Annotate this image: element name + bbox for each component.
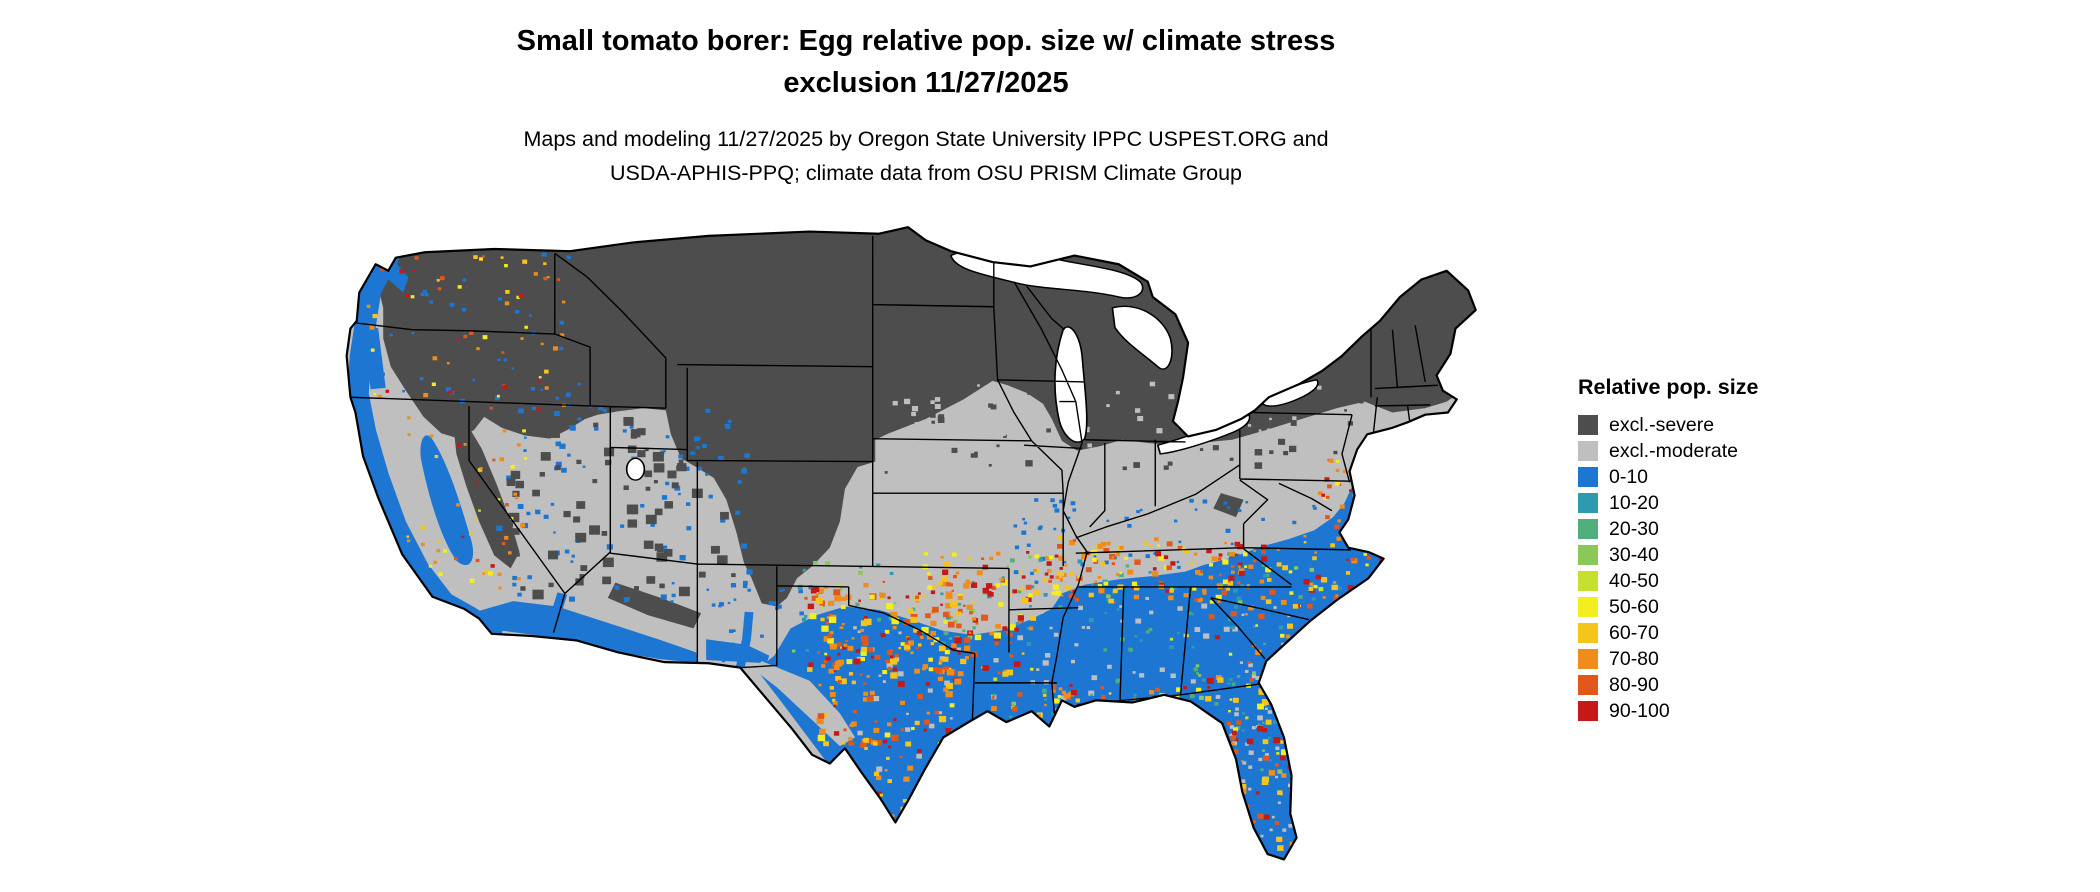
legend-swatch-40-50: [1578, 571, 1598, 591]
legend-item: excl.-severe: [1578, 412, 1878, 438]
lake-huron: [1111, 305, 1173, 370]
legend-item: 10-20: [1578, 490, 1878, 516]
legend-item: 40-50: [1578, 568, 1878, 594]
legend-label: 90-100: [1609, 700, 1670, 722]
legend-title: Relative pop. size: [1578, 375, 1759, 399]
legend-swatch-10-20: [1578, 493, 1598, 513]
map-region-puget: [388, 259, 409, 293]
legend-swatch-0-10: [1578, 467, 1598, 487]
us-map-container: [305, 225, 1535, 890]
legend-label: 70-80: [1609, 648, 1659, 670]
legend-label: excl.-severe: [1609, 414, 1715, 436]
map-region-excl-severe-sierra: [453, 419, 520, 569]
map-legend: Relative pop. size excl.-severe excl.-mo…: [1578, 375, 1878, 724]
map-region-transpecos: [754, 661, 856, 747]
legend-item: 20-30: [1578, 516, 1878, 542]
map-region-willamette: [363, 327, 386, 390]
legend-swatch-70-80: [1578, 649, 1598, 669]
legend-swatch-90-100: [1578, 701, 1598, 721]
legend-label: 30-40: [1609, 544, 1659, 566]
legend-item: 30-40: [1578, 542, 1878, 568]
legend-item: 0-10: [1578, 464, 1878, 490]
legend-item: 60-70: [1578, 620, 1878, 646]
legend-swatch-30-40: [1578, 545, 1598, 565]
map-region-excl-severe-az-rim: [607, 582, 702, 629]
page-subtitle-line2: USDA-APHIS-PPQ; climate data from OSU PR…: [609, 161, 1243, 185]
map-region-s-nm: [706, 639, 770, 664]
legend-label: 50-60: [1609, 596, 1659, 618]
legend-item: excl.-moderate: [1578, 438, 1878, 464]
map-region-excl-severe-wv: [1213, 493, 1244, 518]
map-region-pop-south: [756, 443, 1409, 860]
legend-label: 80-90: [1609, 674, 1659, 696]
legend-swatch-excl-severe: [1578, 415, 1598, 435]
legend-item: 90-100: [1578, 698, 1878, 724]
legend-item: 70-80: [1578, 646, 1878, 672]
legend-swatch-50-60: [1578, 597, 1598, 617]
legend-label: 60-70: [1609, 622, 1659, 644]
page-title-line1: Small tomato borer: Egg relative pop. si…: [516, 25, 1336, 57]
legend-label: 20-30: [1609, 518, 1659, 540]
legend-item: 80-90: [1578, 672, 1878, 698]
page-subtitle-line1: Maps and modeling 11/27/2025 by Oregon S…: [523, 127, 1329, 151]
legend-label: 40-50: [1609, 570, 1659, 592]
us-map: [305, 225, 1535, 890]
page-title-line2: exclusion 11/27/2025: [783, 67, 1069, 99]
legend-item: 50-60: [1578, 594, 1878, 620]
page-title: Small tomato borer: Egg relative pop. si…: [0, 20, 1852, 104]
legend-swatch-excl-moderate: [1578, 441, 1598, 461]
great-salt-lake: [625, 457, 646, 481]
map-region-colorado-river: [542, 592, 568, 635]
legend-label: 10-20: [1609, 492, 1659, 514]
us-outline: [347, 227, 1476, 859]
map-region-central-valley: [420, 435, 474, 566]
state-borders: [350, 236, 1437, 721]
map-region-az-desert: [475, 601, 699, 664]
legend-swatch-20-30: [1578, 519, 1598, 539]
legend-label: excl.-moderate: [1609, 440, 1738, 462]
page-subtitle: Maps and modeling 11/27/2025 by Oregon S…: [0, 122, 1852, 190]
legend-label: 0-10: [1609, 466, 1649, 488]
legend-swatch-80-90: [1578, 675, 1598, 695]
legend-swatch-60-70: [1578, 623, 1598, 643]
map-fill-layers: [346, 227, 1476, 860]
